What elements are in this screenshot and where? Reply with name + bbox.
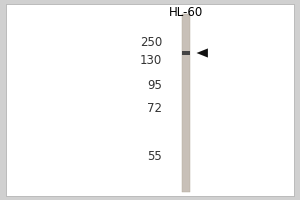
Polygon shape (196, 48, 208, 58)
Text: 55: 55 (147, 150, 162, 162)
Bar (182, 14, 190, 192)
Bar (182, 51, 190, 55)
Text: HL-60: HL-60 (169, 6, 203, 19)
Text: 95: 95 (147, 79, 162, 92)
Text: 250: 250 (140, 36, 162, 48)
Text: 130: 130 (140, 54, 162, 68)
Text: 72: 72 (147, 102, 162, 116)
